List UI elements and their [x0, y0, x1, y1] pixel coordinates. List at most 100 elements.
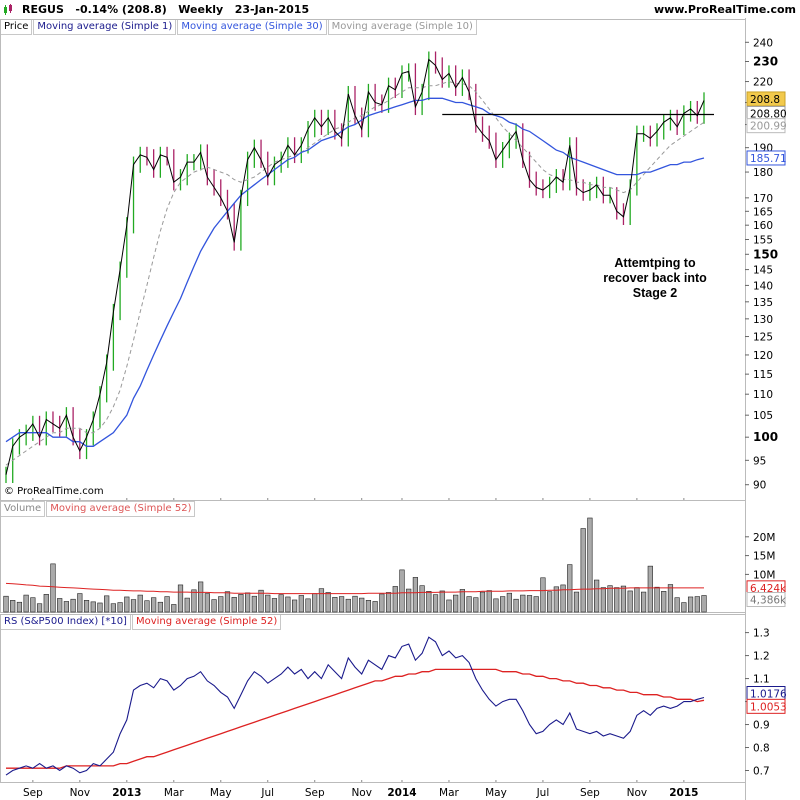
volume-bar — [57, 598, 63, 613]
vol-tick-label: 20M — [753, 532, 775, 544]
x-tick-label: Nov — [351, 787, 372, 799]
ma30-value-label-box — [746, 150, 786, 166]
volume-bar — [701, 595, 707, 613]
rs-tick-label: 0.9 — [753, 720, 770, 732]
volume-bar — [77, 593, 83, 613]
volume-bar — [10, 600, 16, 613]
y-tick-label: 130 — [753, 314, 773, 326]
volume-bar — [580, 528, 586, 613]
rs-tick-label: 0.7 — [753, 766, 770, 778]
volume-bar — [446, 599, 452, 613]
rs-legend: RS (S&P500 Index) [*10] Moving average (S… — [0, 614, 282, 630]
volume-bar — [245, 592, 251, 613]
volume-bar — [379, 593, 385, 613]
volume-bar — [500, 596, 506, 613]
x-tick-label: Mar — [439, 787, 459, 799]
volume-bar — [627, 590, 633, 613]
volume-bar — [647, 565, 653, 613]
volume-bar — [681, 602, 687, 613]
volume-bar — [573, 591, 580, 613]
volume-bar — [432, 594, 439, 613]
rs-line — [5, 636, 705, 776]
change-label: -0.14% (208.8) — [75, 3, 167, 16]
x-tick-label: 2015 — [669, 787, 698, 799]
volume-bar — [540, 577, 546, 613]
volume-bars — [3, 517, 707, 613]
x-tick-label: May — [485, 787, 507, 799]
vol-last-value-label: 4,386k — [750, 595, 787, 607]
y-tick-label: 105 — [753, 410, 773, 422]
y-tick-label: 160 — [753, 220, 773, 232]
period-label: Weekly — [178, 3, 224, 16]
volume-bar — [365, 600, 372, 613]
volume-bar — [144, 600, 150, 613]
y-tick-label: 220 — [753, 77, 773, 89]
candlestick-icon — [4, 4, 12, 15]
y-tick-label: 95 — [753, 455, 766, 467]
y-tick-label: 180 — [753, 167, 773, 179]
grid-lines — [32, 498, 685, 782]
y-tick-label: 140 — [753, 280, 773, 292]
x-tick-label: Sep — [305, 787, 325, 799]
vol-tick-label: 15M — [753, 551, 775, 563]
volume-bar — [198, 581, 204, 613]
volume-bar — [607, 585, 613, 613]
annotation-text: Attemtping to recover back into Stage 2 — [585, 256, 725, 301]
ma10-value-label: 200.99 — [750, 121, 787, 133]
rs-ma-value-label-box — [746, 698, 786, 714]
price-level-label: 208.80 — [750, 108, 787, 120]
volume-bar — [30, 597, 36, 613]
volume-bar — [291, 599, 298, 613]
vol-ma-value-label: 6,424k — [750, 583, 787, 595]
volume-ma-line — [5, 582, 704, 595]
panel-frame — [0, 614, 746, 783]
legend-volume[interactable]: Volume — [0, 501, 46, 517]
volume-bar — [634, 587, 640, 613]
volume-bar — [90, 601, 96, 613]
volume-bar — [412, 577, 419, 613]
x-tick-label: Mar — [164, 787, 184, 799]
volume-bar — [399, 569, 405, 613]
x-tick-label: Sep — [580, 787, 600, 799]
panel-frame — [0, 500, 746, 613]
y-tick-label: 165 — [753, 206, 773, 218]
volume-bar — [372, 601, 378, 613]
volume-bar — [184, 597, 190, 613]
volume-bar — [258, 589, 264, 613]
annotation-line: recover back into — [603, 271, 707, 285]
rs-ma-value-label: 1.0053 — [750, 701, 787, 713]
y-tick-label: 230 — [753, 54, 778, 68]
volume-bar — [43, 594, 49, 613]
volume-bar — [3, 595, 9, 613]
y-tick-label: 135 — [753, 297, 773, 309]
x-tick-label: Nov — [627, 787, 648, 799]
close-line — [5, 58, 705, 475]
ma10-line — [5, 80, 705, 466]
volume-bar — [204, 593, 210, 613]
volume-bar — [547, 591, 553, 613]
volume-bar — [654, 586, 660, 613]
volume-bar — [553, 586, 559, 613]
volume-bar — [640, 591, 647, 613]
volume-bar — [520, 594, 526, 613]
volume-bar — [36, 603, 43, 613]
volume-bar — [325, 592, 331, 613]
volume-bar — [694, 596, 700, 613]
volume-bar — [63, 601, 70, 613]
volume-bar — [305, 598, 311, 613]
volume-bar — [345, 598, 351, 613]
x-tick-label: Nov — [70, 787, 91, 799]
website-label[interactable]: www.ProRealTime.com — [653, 3, 796, 16]
volume-bar — [513, 598, 519, 613]
volume-bar — [385, 592, 392, 613]
legend-volume-ma[interactable]: Moving average (Simple 52) — [46, 501, 196, 517]
x-tick-label: Jul — [260, 787, 274, 799]
volume-bar — [130, 599, 137, 613]
volume-bar — [687, 596, 694, 613]
volume-bar — [486, 590, 492, 613]
volume-bar — [285, 596, 291, 613]
y-tick-label: 90 — [753, 480, 766, 492]
rs-tick-label: 1.1 — [753, 674, 770, 686]
price-lines — [5, 58, 714, 475]
